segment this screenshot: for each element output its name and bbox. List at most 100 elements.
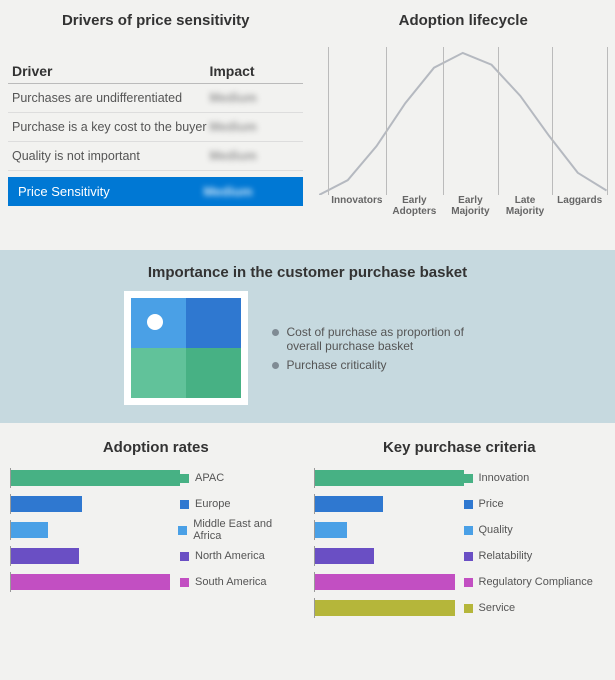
legend-swatch-icon [464, 526, 473, 535]
lifecycle-panel: Adoption lifecycle InnovatorsEarlyAdopte… [319, 12, 607, 246]
hbar-zone [10, 546, 180, 566]
legend-swatch-icon [464, 552, 473, 561]
drivers-cell-impact: Medium [209, 91, 256, 105]
drivers-summary-value: Medium [203, 184, 252, 199]
quad-bl [131, 348, 186, 398]
basket-legend-item: Purchase criticality [272, 358, 492, 372]
hbar-zone [10, 572, 180, 592]
hbar-label: Europe [180, 498, 230, 510]
hbar-zone [10, 494, 180, 514]
criteria-chart: Innovation Price Quality Relatability Regula… [314, 466, 606, 620]
lifecycle-stage-label: EarlyMajority [451, 195, 489, 217]
legend-swatch-icon [464, 500, 473, 509]
drivers-panel: Drivers of price sensitivity Driver Impa… [8, 12, 319, 246]
hbar-label-text: APAC [195, 472, 224, 484]
hbar-row: Europe [10, 492, 302, 516]
quad-tr [186, 298, 241, 348]
hbar-label-text: Price [479, 498, 504, 510]
drivers-cell-driver: Purchase is a key cost to the buyer [12, 120, 209, 134]
legend-swatch-icon [180, 552, 189, 561]
hbar-zone [10, 468, 180, 488]
basket-marker-dot [147, 314, 163, 330]
legend-swatch-icon [180, 578, 189, 587]
legend-swatch-icon [178, 526, 187, 535]
legend-swatch-icon [464, 474, 473, 483]
lifecycle-curve-svg [319, 47, 607, 195]
legend-swatch-icon [464, 578, 473, 587]
criteria-title: Key purchase criteria [314, 439, 606, 456]
lifecycle-gridline [443, 47, 444, 195]
drivers-table-header: Driver Impact [8, 57, 303, 84]
legend-swatch-icon [464, 604, 473, 613]
drivers-col-impact: Impact [209, 63, 299, 79]
legend-swatch-icon [180, 474, 189, 483]
hbar-label-text: Quality [479, 524, 513, 536]
hbar-label-text: Regulatory Compliance [479, 576, 593, 588]
lifecycle-gridline [607, 47, 608, 195]
legend-label: Cost of purchase as proportion of overal… [287, 325, 492, 353]
hbar-row: Service [314, 596, 606, 620]
hbar-label: APAC [180, 472, 224, 484]
adoption-title: Adoption rates [10, 439, 302, 456]
hbar-zone [314, 468, 464, 488]
hbar-label: Relatability [464, 550, 533, 562]
hbar-bar [11, 548, 79, 564]
drivers-cell-impact: Medium [209, 149, 256, 163]
hbar-row: Quality [314, 518, 606, 542]
hbar-row: North America [10, 544, 302, 568]
lifecycle-stage-label: Laggards [557, 195, 602, 206]
hbar-label: Middle East and Africa [178, 518, 301, 542]
bottom-row: Adoption rates APAC Europe Middle East and… [0, 423, 615, 632]
hbar-bar [315, 496, 384, 512]
drivers-cell-driver: Purchases are undifferentiated [12, 91, 209, 105]
hbar-bar [11, 522, 48, 538]
drivers-rows: Purchases are undifferentiatedMediumPurc… [8, 84, 303, 171]
hbar-label-text: North America [195, 550, 265, 562]
hbar-zone [314, 520, 464, 540]
drivers-title: Drivers of price sensitivity [8, 12, 303, 29]
basket-panel: Importance in the customer purchase bask… [0, 250, 615, 423]
hbar-label-text: Europe [195, 498, 230, 510]
drivers-row: Purchases are undifferentiatedMedium [8, 84, 303, 113]
hbar-row: Price [314, 492, 606, 516]
lifecycle-gridline [552, 47, 553, 195]
legend-bullet-icon [272, 362, 279, 369]
legend-bullet-icon [272, 329, 279, 336]
drivers-row: Quality is not importantMedium [8, 142, 303, 171]
quad-br [186, 348, 241, 398]
hbar-label-text: Middle East and Africa [193, 518, 301, 542]
hbar-zone [314, 546, 464, 566]
lifecycle-stage-label: EarlyAdopters [392, 195, 436, 217]
hbar-bar [11, 470, 180, 486]
hbar-bar [315, 470, 464, 486]
hbar-label-text: Innovation [479, 472, 530, 484]
hbar-zone [314, 494, 464, 514]
hbar-label: Quality [464, 524, 513, 536]
basket-quadrant [124, 291, 248, 405]
hbar-bar [315, 600, 455, 616]
hbar-row: Middle East and Africa [10, 518, 302, 542]
hbar-label-text: Service [479, 602, 516, 614]
hbar-zone [314, 572, 464, 592]
hbar-label: Innovation [464, 472, 530, 484]
lifecycle-labels-layer: InnovatorsEarlyAdoptersEarlyMajorityLate… [319, 195, 607, 217]
lifecycle-curve-layer [319, 47, 607, 195]
drivers-cell-impact: Medium [209, 120, 256, 134]
lifecycle-chart: InnovatorsEarlyAdoptersEarlyMajorityLate… [319, 47, 607, 217]
hbar-row: Regulatory Compliance [314, 570, 606, 594]
drivers-cell-driver: Quality is not important [12, 149, 209, 163]
hbar-bar [315, 522, 348, 538]
hbar-label-text: Relatability [479, 550, 533, 562]
hbar-zone [10, 520, 178, 540]
drivers-row: Purchase is a key cost to the buyerMediu… [8, 113, 303, 142]
lifecycle-gridline [386, 47, 387, 195]
hbar-label: Price [464, 498, 504, 510]
legend-swatch-icon [180, 500, 189, 509]
hbar-label: Service [464, 602, 516, 614]
hbar-label: North America [180, 550, 265, 562]
criteria-panel: Key purchase criteria Innovation Price Qua… [308, 439, 612, 622]
lifecycle-gridline [498, 47, 499, 195]
lifecycle-stage-label: LateMajority [506, 195, 544, 217]
basket-legend-item: Cost of purchase as proportion of overal… [272, 325, 492, 353]
hbar-label: South America [180, 576, 267, 588]
